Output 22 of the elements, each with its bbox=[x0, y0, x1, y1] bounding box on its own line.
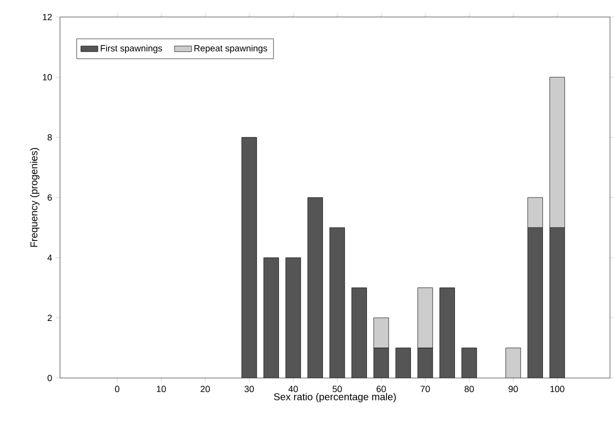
y-tick-label: 6 bbox=[48, 194, 52, 201]
y-tick-label: 12 bbox=[42, 14, 52, 20]
y-tick-label: 2 bbox=[48, 314, 52, 321]
x-tick-label: 50 bbox=[332, 386, 342, 392]
x-tick-label: 30 bbox=[244, 386, 254, 392]
x-tick-label: 100 bbox=[550, 386, 564, 392]
x-tick-label: 80 bbox=[464, 386, 474, 392]
y-tick-label: 4 bbox=[47, 254, 52, 261]
y-tick-label: 8 bbox=[48, 134, 52, 141]
x-tick-label: 40 bbox=[288, 386, 298, 392]
x-tick-label: 90 bbox=[508, 386, 518, 392]
y-axis-title: Frequency (progenies) bbox=[30, 148, 40, 247]
y-tick-label: 10 bbox=[42, 74, 52, 80]
x-axis-title: Sex ratio (percentage male) bbox=[274, 392, 396, 402]
legend-label: Repeat spawnings bbox=[194, 44, 268, 54]
x-tick-label: 0 bbox=[115, 386, 120, 392]
legend-label: First spawnings bbox=[100, 44, 162, 54]
y-tick-label: 0 bbox=[48, 374, 52, 382]
x-tick-label: 70 bbox=[420, 386, 430, 392]
x-tick-label: 60 bbox=[376, 386, 386, 392]
x-tick-label: 10 bbox=[156, 386, 166, 392]
x-tick-label: 20 bbox=[200, 386, 210, 392]
